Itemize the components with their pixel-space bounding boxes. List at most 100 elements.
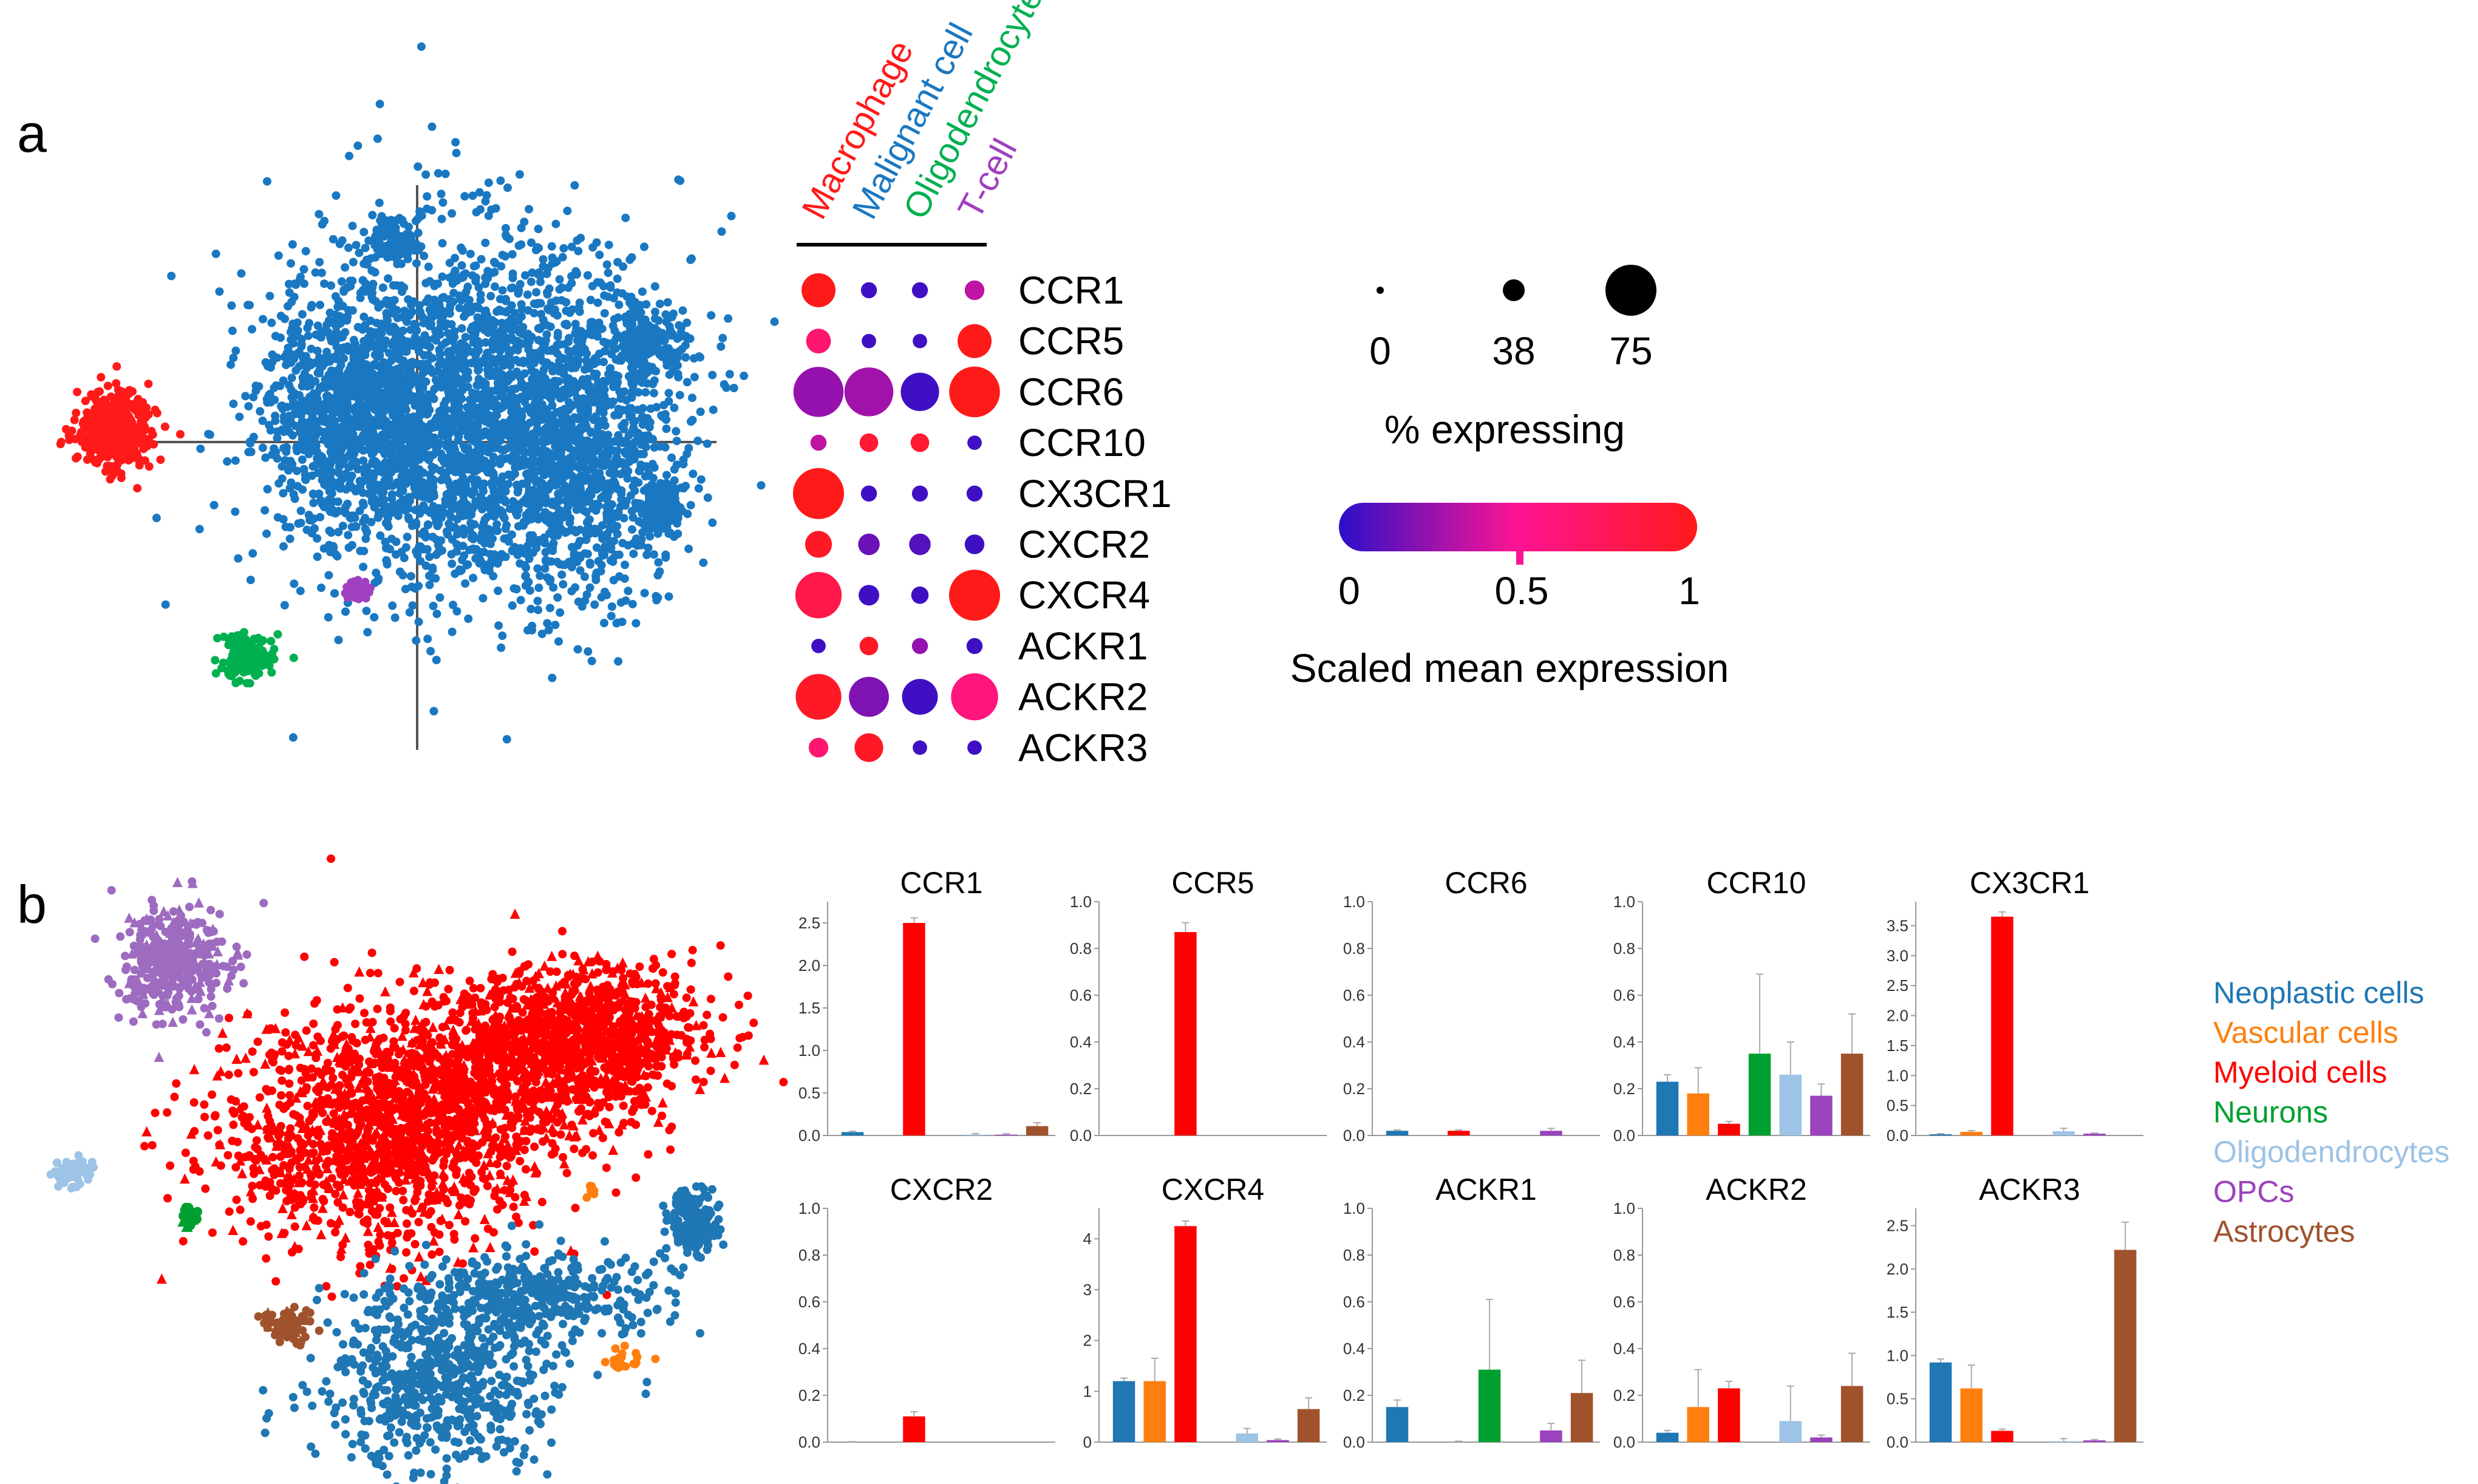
- tsne-point: [597, 482, 606, 491]
- tsne-point: [367, 422, 376, 431]
- tsne-point: [475, 205, 485, 214]
- tsne-point: [452, 427, 461, 437]
- tsne-point: [361, 287, 370, 296]
- tsne-point: [204, 429, 213, 438]
- tsne-point: [367, 266, 376, 275]
- tsne-point: [398, 216, 407, 225]
- tsne-point: [459, 273, 468, 282]
- tsne-point: [129, 448, 138, 457]
- tsne-point: [427, 390, 436, 399]
- tsne-point: [345, 440, 354, 449]
- tsne-point: [113, 443, 122, 452]
- tsne-point: [175, 430, 185, 439]
- tsne-point: [452, 455, 461, 465]
- tsne-point: [621, 466, 630, 475]
- tsne-point: [580, 549, 590, 558]
- tsne-point: [590, 354, 599, 363]
- tsne-point: [667, 353, 676, 362]
- tsne-point: [381, 458, 390, 467]
- tsne-point: [284, 302, 293, 311]
- tsne-point: [553, 340, 562, 349]
- tsne-point: [447, 320, 456, 329]
- tsne-point: [469, 262, 478, 271]
- tsne-point: [231, 346, 240, 355]
- tsne-point: [484, 328, 493, 338]
- tsne-point: [279, 427, 288, 436]
- tsne-point: [484, 178, 493, 187]
- tsne-point: [353, 359, 362, 369]
- tsne-point: [444, 389, 454, 398]
- tsne-point: [338, 459, 347, 468]
- tsne-point: [486, 539, 495, 548]
- tsne-point: [694, 484, 703, 493]
- tsne-point: [260, 506, 270, 515]
- tsne-point: [526, 277, 536, 287]
- tsne-point: [380, 245, 389, 254]
- tsne-point: [156, 455, 165, 465]
- tsne-point: [580, 365, 590, 374]
- tsne-point: [327, 281, 336, 290]
- tsne-point: [301, 475, 310, 484]
- tsne-point: [522, 423, 531, 432]
- tsne-point: [274, 251, 283, 260]
- tsne-point: [600, 392, 609, 401]
- tsne-point: [545, 604, 554, 613]
- tsne-point: [536, 571, 545, 580]
- tsne-point: [505, 234, 514, 243]
- tsne-point: [402, 239, 411, 248]
- tsne-point: [503, 533, 512, 542]
- tsne-point: [352, 240, 361, 250]
- tsne-point: [574, 303, 584, 312]
- tsne-point: [646, 485, 655, 494]
- tsne-point: [143, 442, 152, 451]
- tsne-point: [672, 437, 681, 446]
- tsne-point: [402, 312, 411, 321]
- tsne-point: [563, 377, 572, 386]
- tsne-point: [486, 550, 495, 559]
- tsne-point: [265, 291, 274, 301]
- tsne-point: [517, 412, 526, 421]
- tsne-point: [403, 370, 412, 379]
- tsne-point: [211, 669, 220, 678]
- tsne-point: [553, 531, 562, 540]
- tsne-point: [117, 469, 126, 478]
- tsne-point: [431, 464, 440, 473]
- tsne-point: [580, 456, 590, 465]
- tsne-point: [542, 330, 551, 339]
- tsne-point: [288, 240, 297, 249]
- tsne-point: [658, 352, 667, 361]
- tsne-point: [302, 382, 311, 391]
- tsne-point: [507, 326, 516, 335]
- tsne-point: [320, 326, 329, 335]
- tsne-point: [682, 378, 692, 387]
- tsne-point: [428, 563, 437, 572]
- tsne-point: [557, 466, 566, 475]
- tsne-point: [347, 522, 356, 531]
- tsne-point: [688, 415, 697, 424]
- tsne-point: [770, 317, 779, 326]
- tsne-point: [587, 457, 596, 466]
- tsne-point: [333, 497, 342, 506]
- tsne-point: [432, 655, 441, 664]
- tsne-point: [577, 341, 586, 350]
- tsne-point: [244, 402, 253, 411]
- tsne-point: [97, 407, 106, 417]
- tsne-point: [690, 373, 699, 382]
- tsne-point: [682, 318, 692, 327]
- tsne-point: [324, 571, 333, 580]
- tsne-point: [522, 469, 531, 478]
- tsne-point: [576, 379, 585, 388]
- tsne-point: [636, 440, 645, 449]
- tsne-point: [384, 274, 393, 283]
- tsne-point: [613, 288, 622, 297]
- tsne-point: [367, 491, 376, 500]
- tsne-point: [273, 630, 282, 639]
- tsne-point: [446, 446, 455, 455]
- tsne-point: [729, 384, 738, 393]
- tsne-point: [287, 259, 296, 268]
- tsne-point: [611, 375, 621, 384]
- tsne-point: [540, 461, 550, 471]
- tsne-point: [481, 338, 490, 347]
- tsne-point: [363, 388, 372, 397]
- tsne-point: [703, 493, 712, 502]
